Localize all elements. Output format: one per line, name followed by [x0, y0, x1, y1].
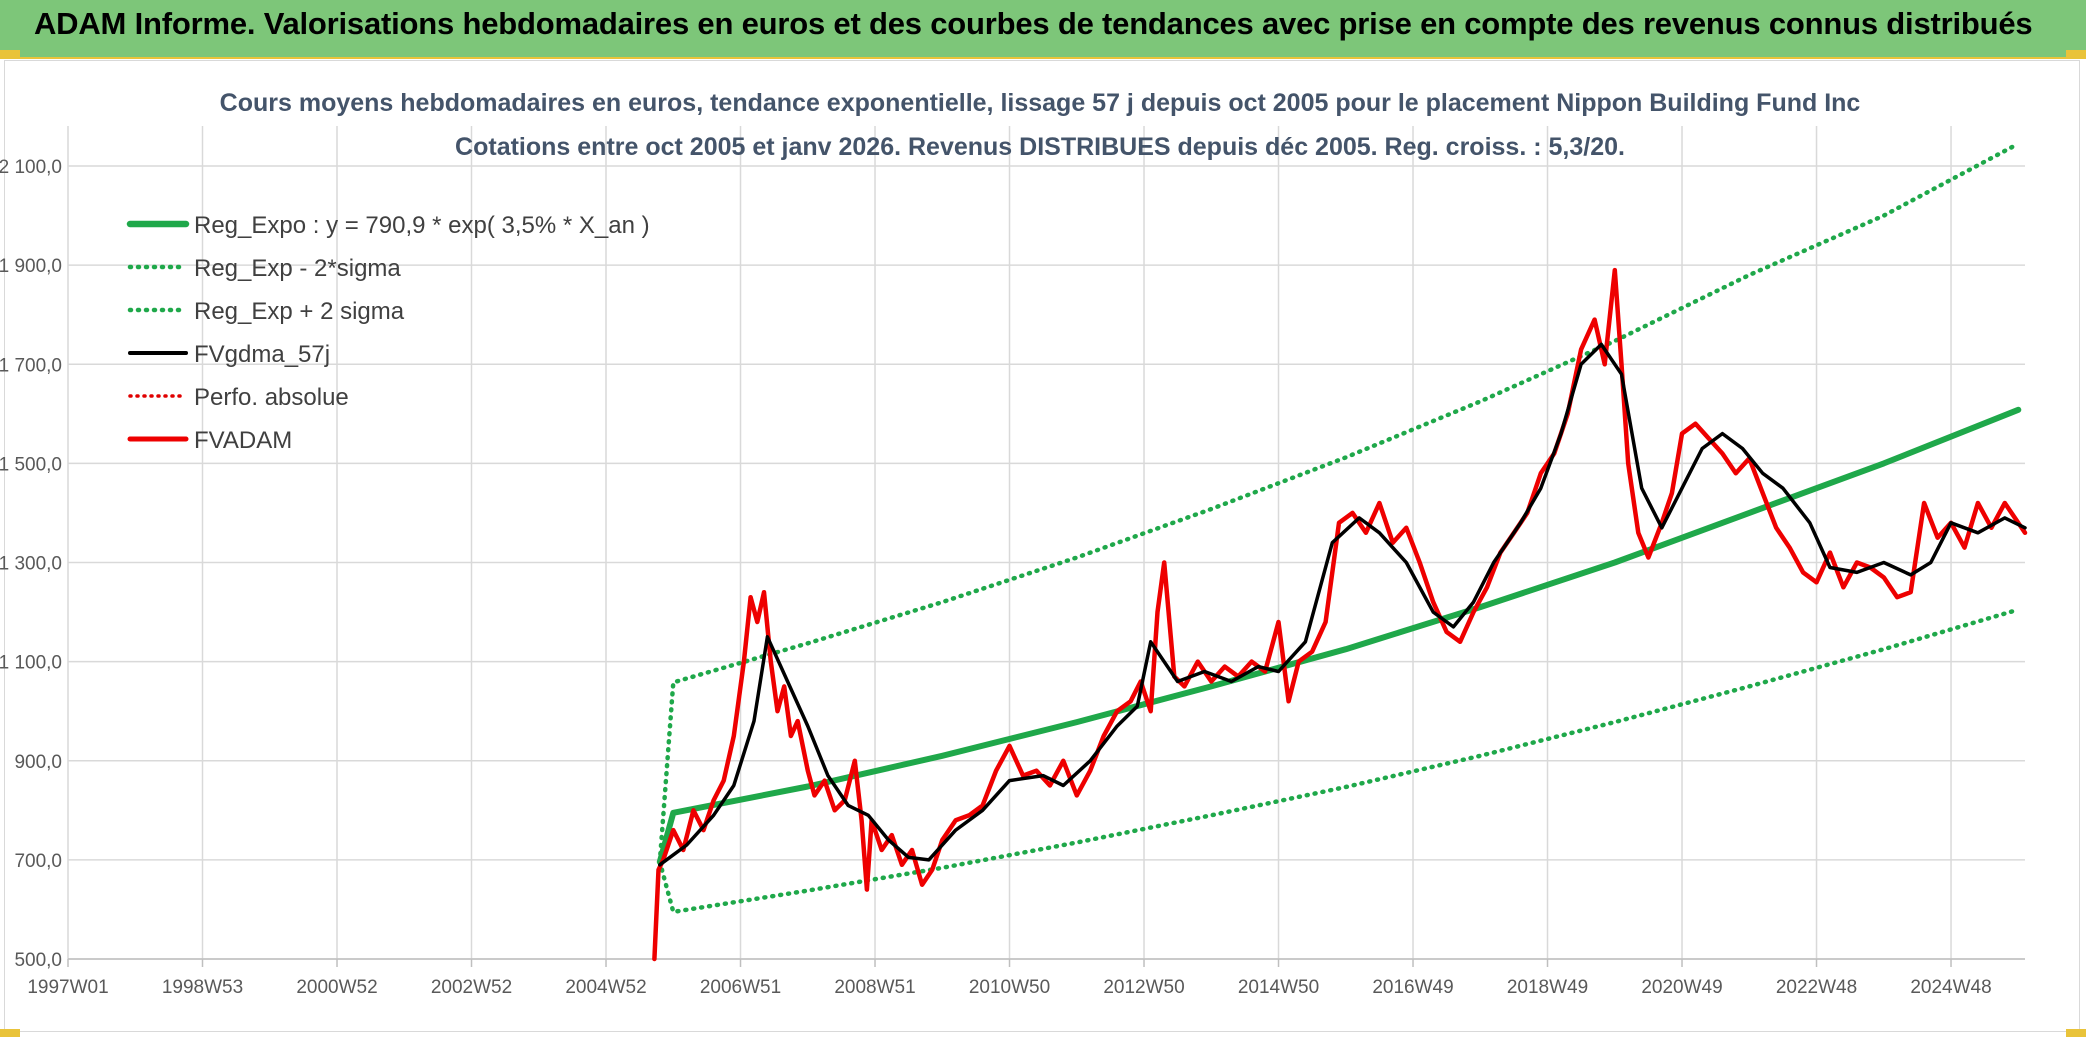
x-tick-label: 2016W49 — [1372, 977, 1453, 998]
reg-expo-line — [656, 406, 2022, 865]
x-tick-label: 2024W48 — [1910, 977, 1991, 998]
x-tick-label: 2018W49 — [1507, 977, 1588, 998]
x-tick-label: 2002W52 — [431, 977, 512, 998]
x-tick-label: 2010W50 — [969, 977, 1050, 998]
chart-axis-ticks: 500,0 700,0 900,0 1 100,0 1 300,0 1 500,0 1 70… — [0, 157, 1992, 998]
x-tick-label: 1997W01 — [27, 977, 108, 998]
banner-accent-right — [2066, 50, 2086, 59]
chart-title: Cours moyens hebdomadaires en euros, ten… — [220, 89, 1861, 117]
frame-accent-bottom-right — [2066, 1029, 2086, 1037]
fvgdma-57j-line — [658, 342, 2027, 867]
y-tick-label: 1 300,0 — [0, 554, 62, 575]
banner-accent-left — [0, 50, 20, 59]
chart-subtitle: Cotations entre oct 2005 et janv 2026. R… — [455, 133, 1625, 161]
x-tick-label: 2022W48 — [1776, 977, 1857, 998]
y-tick-label: 500,0 — [14, 950, 62, 971]
x-tick-label: 2004W52 — [565, 977, 646, 998]
x-tick-label: 2014W50 — [1238, 977, 1319, 998]
x-tick-label: 2012W50 — [1103, 977, 1184, 998]
legend-label: Perfo. absolue — [194, 384, 349, 411]
x-tick-label: 2020W49 — [1641, 977, 1722, 998]
y-tick-label: 900,0 — [14, 752, 62, 773]
title-banner: ADAM Informe. Valorisations hebdomadaire… — [0, 0, 2086, 59]
y-tick-label: 2 100,0 — [0, 157, 62, 178]
y-tick-label: 1 700,0 — [0, 355, 62, 376]
legend-label: Reg_Expo : y = 790,9 * exp( 3,5% * X_an … — [194, 212, 650, 239]
chart-gridlines — [67, 126, 2025, 967]
y-tick-label: 1 900,0 — [0, 256, 62, 277]
legend-label: Reg_Exp + 2 sigma — [194, 298, 405, 325]
x-tick-label: 2000W52 — [296, 977, 377, 998]
fvadam-line — [652, 267, 2028, 962]
reg-exp-minus-2sigma-line — [657, 607, 2021, 915]
x-tick-label: 2006W51 — [700, 977, 781, 998]
y-tick-label: 1 100,0 — [0, 653, 62, 674]
y-tick-label: 1 500,0 — [0, 454, 62, 475]
reg-exp-plus-2sigma-line — [657, 141, 2021, 865]
legend-label: FVgdma_57j — [194, 341, 330, 368]
legend-label: FVADAM — [194, 427, 292, 454]
frame-accent-bottom-left — [0, 1029, 20, 1037]
chart-legend: Reg_Expo : y = 790,9 * exp( 3,5% * X_an … — [126, 212, 650, 454]
report-title: ADAM Informe. Valorisations hebdomadaire… — [34, 6, 2033, 41]
x-tick-label: 2008W51 — [834, 977, 915, 998]
chart-series — [652, 141, 2028, 962]
y-tick-label: 700,0 — [14, 851, 62, 872]
chart-frame — [4, 60, 2080, 1032]
x-tick-label: 1998W53 — [162, 977, 243, 998]
legend-label: Reg_Exp - 2*sigma — [194, 255, 401, 282]
